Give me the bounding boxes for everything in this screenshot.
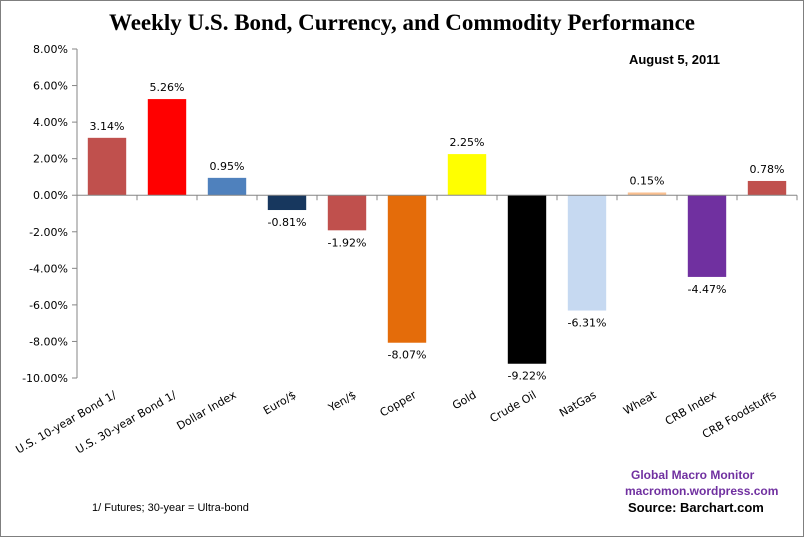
y-tick-label: -4.00%: [29, 262, 68, 275]
credit-blog-url: macromon.wordpress.com: [625, 484, 779, 498]
category-label: Euro/$: [261, 388, 298, 417]
y-tick-label: 6.00%: [33, 80, 68, 93]
footnote: 1/ Futures; 30-year = Ultra-bond: [92, 502, 249, 514]
bar: [627, 192, 667, 196]
category-label: NatGas: [557, 388, 599, 420]
data-label: 5.26%: [150, 81, 185, 94]
bars: [87, 99, 787, 364]
bar: [387, 195, 427, 343]
y-tick-label: -8.00%: [29, 335, 68, 348]
data-label: -6.31%: [568, 317, 607, 330]
x-axis: [76, 194, 798, 201]
bar: [327, 195, 367, 231]
data-label: 0.95%: [210, 160, 245, 173]
bar: [207, 177, 247, 196]
category-label: Gold: [450, 388, 478, 412]
bar: [507, 195, 547, 364]
category-label: Wheat: [621, 388, 659, 417]
category-label: Copper: [378, 388, 419, 419]
category-label: Yen/$: [325, 388, 358, 415]
chart-date: August 5, 2011: [628, 52, 720, 67]
bar: [687, 195, 727, 277]
y-tick-label: 0.00%: [33, 189, 68, 202]
data-label: 2.25%: [450, 136, 485, 149]
y-tick-label: 8.00%: [33, 43, 68, 56]
category-label: CRB Index: [663, 388, 719, 428]
bar: [147, 99, 187, 196]
category-label: Crude Oil: [488, 388, 539, 425]
data-label: 0.15%: [630, 174, 665, 187]
y-tick-label: -6.00%: [29, 299, 68, 312]
data-label: -9.22%: [508, 370, 547, 383]
data-label: 3.14%: [90, 120, 125, 133]
chart-title: Weekly U.S. Bond, Currency, and Commodit…: [108, 10, 696, 35]
data-label: -4.47%: [688, 283, 727, 296]
bar: [87, 137, 127, 196]
bar: [747, 180, 787, 196]
bar: [447, 154, 487, 196]
category-label: U.S. 10-year Bond 1/: [13, 388, 118, 456]
y-tick-label: -10.00%: [22, 372, 68, 385]
data-label: -0.81%: [268, 216, 307, 229]
source-credit: Source: Barchart.com: [628, 500, 764, 515]
bar: [267, 195, 307, 211]
category-label: U.S. 30-year Bond 1/: [73, 388, 178, 456]
category-label: Dollar Index: [175, 388, 239, 433]
data-labels: 3.14% 5.26% 0.95% -0.81% -1.92% -8.07% 2.25% -9…: [90, 81, 785, 383]
data-label: -8.07%: [388, 349, 427, 362]
credit-blog-name: Global Macro Monitor: [631, 468, 755, 482]
category-labels: U.S. 10-year Bond 1/U.S. 30-year Bond 1/…: [13, 388, 778, 456]
y-tick-label: 4.00%: [33, 116, 68, 129]
y-tick-label: -2.00%: [29, 226, 68, 239]
bar: [567, 195, 607, 311]
y-tick-label: 2.00%: [33, 153, 68, 166]
data-label: 0.78%: [750, 163, 785, 176]
data-label: -1.92%: [328, 236, 367, 249]
y-axis: 8.00% 6.00% 4.00% 2.00% 0.00% -2.00% -4.00% -6.…: [22, 43, 78, 385]
